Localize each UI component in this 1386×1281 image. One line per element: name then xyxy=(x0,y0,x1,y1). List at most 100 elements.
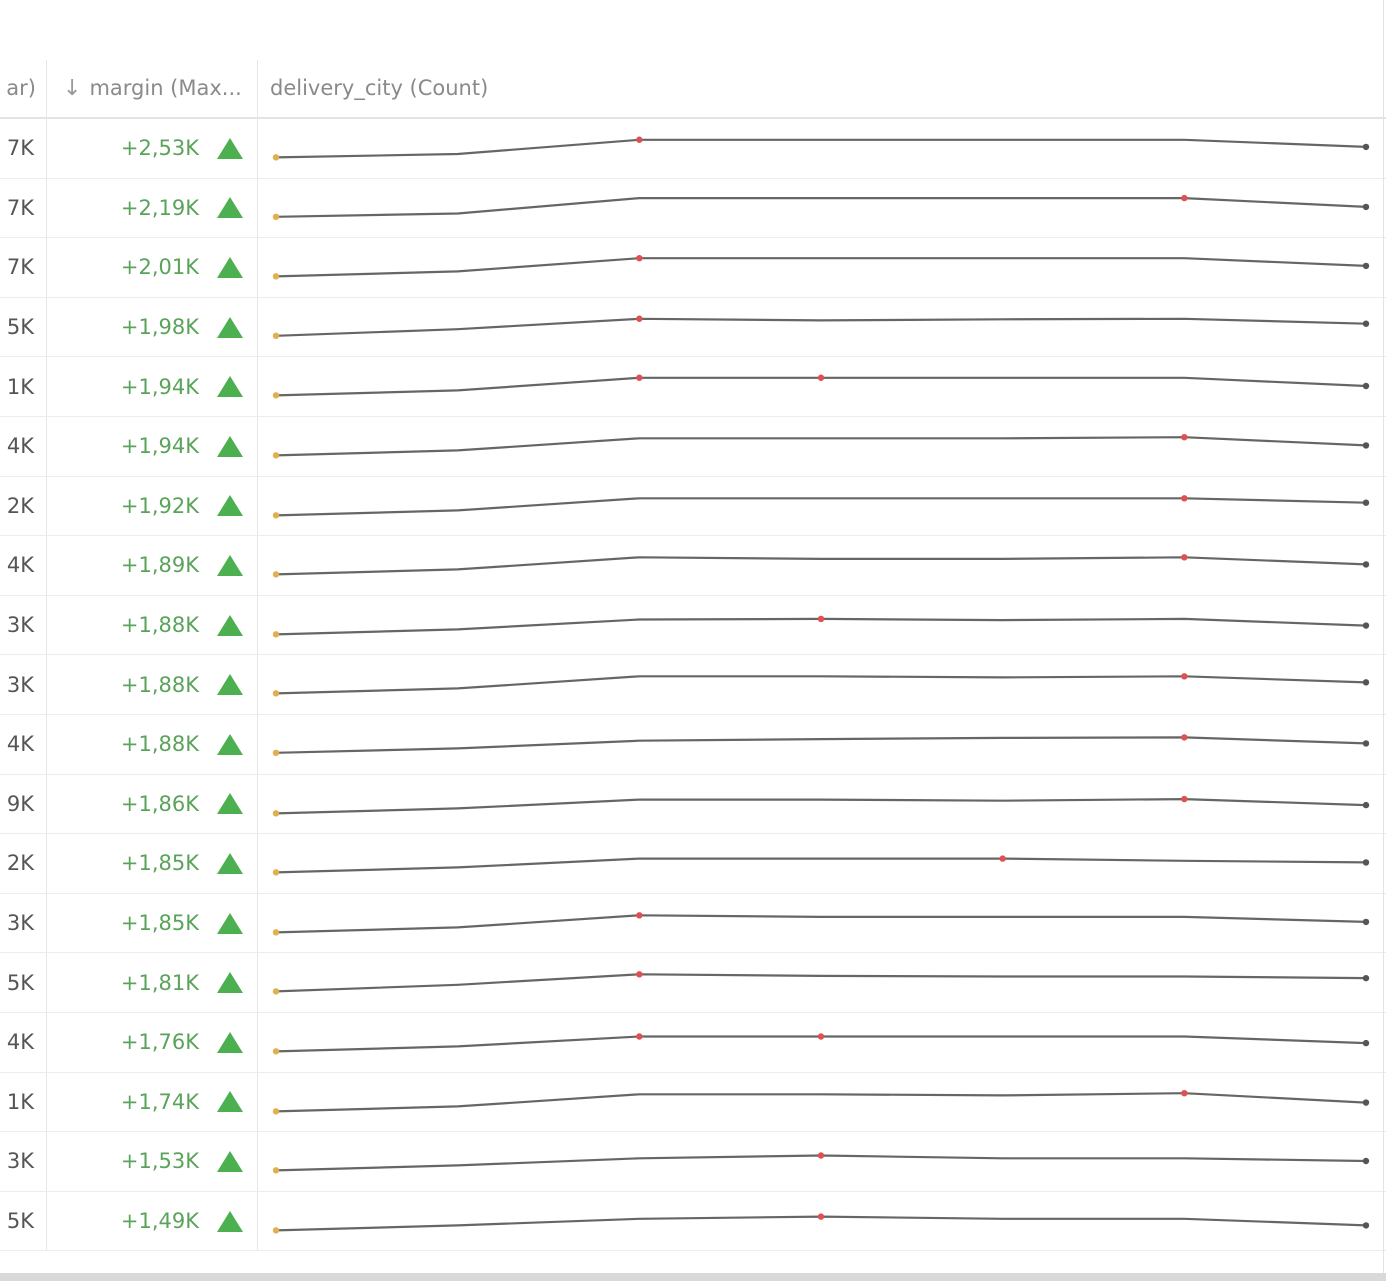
sparkline-chart xyxy=(272,795,1370,817)
prev-value-text: 2K xyxy=(6,493,34,518)
margin-cell: +1,86K xyxy=(47,774,258,834)
sparkline-end-point xyxy=(1362,1039,1370,1047)
sparkline-end-point xyxy=(1362,203,1370,210)
margin-cell: +1,89K xyxy=(47,536,258,595)
sparkline-chart xyxy=(272,554,1370,578)
sparkline-end-point xyxy=(1362,975,1370,982)
arrow-down-icon[interactable]: ↓ xyxy=(63,76,82,101)
table-row[interactable]: 3K +1,88K xyxy=(0,595,1386,656)
sparkline-start-point xyxy=(272,690,280,697)
sparkline-max-point xyxy=(817,374,825,382)
table-row[interactable]: 9K +1,86K xyxy=(0,774,1386,835)
prev-value-cell: 4K xyxy=(0,715,47,774)
horizontal-scrollbar[interactable] xyxy=(0,1273,1386,1281)
table-row[interactable]: 5K +1,98K xyxy=(0,297,1386,358)
prev-value-cell: 7K xyxy=(0,119,47,178)
sparkline-start-point xyxy=(272,749,280,756)
up-triangle-icon xyxy=(217,1150,243,1172)
table-row[interactable]: 4K +1,76K xyxy=(0,1013,1386,1073)
sparkline-end-point xyxy=(1362,143,1370,151)
sparkline-max-point xyxy=(817,1213,825,1220)
margin-cell: +1,81K xyxy=(47,953,258,1012)
sparkline-max-point xyxy=(1181,194,1188,201)
margin-value: +1,94K xyxy=(120,434,199,459)
sparkline-end-point xyxy=(1362,622,1370,629)
margin-cell: +1,98K xyxy=(47,297,258,357)
sparkline-max-point xyxy=(1181,795,1188,802)
sparkline-max-point xyxy=(1181,673,1188,680)
margin-cell: +2,53K xyxy=(47,119,258,178)
up-triangle-icon xyxy=(217,1031,243,1053)
table-row[interactable]: 4K +1,94K xyxy=(0,417,1386,477)
table-row[interactable]: 1K +1,74K xyxy=(0,1072,1386,1133)
prev-value-text: 7K xyxy=(6,136,34,161)
margin-value: +2,53K xyxy=(120,136,199,161)
sparkline-cell xyxy=(258,536,1386,595)
table-row[interactable]: 3K +1,53K xyxy=(0,1132,1386,1192)
table-row[interactable]: 4K +1,88K xyxy=(0,715,1386,775)
up-triangle-icon xyxy=(217,972,243,994)
sparkline-cell xyxy=(258,775,1386,834)
up-triangle-icon xyxy=(217,733,243,755)
sparkline-max-point xyxy=(636,315,643,322)
table-row[interactable]: 1K +1,94K xyxy=(0,357,1386,417)
sparkline-cell xyxy=(258,596,1386,655)
column-header-margin[interactable]: ↓ margin (Max... xyxy=(47,60,258,117)
sparkline-max-point xyxy=(817,615,825,622)
sparkline-end-point xyxy=(1362,320,1370,327)
prev-value-cell: 3K xyxy=(0,1132,47,1191)
table-row[interactable]: 5K +1,49K xyxy=(0,1191,1386,1252)
sparkline-line xyxy=(275,675,1367,695)
sparkline-max-point xyxy=(1181,1089,1188,1096)
prev-value-cell: 3K xyxy=(0,655,47,714)
table-row[interactable]: 3K +1,88K xyxy=(0,655,1386,715)
column-header-margin-label: margin (Max... xyxy=(89,76,242,100)
sparkline-line xyxy=(275,913,1367,934)
margin-value: +2,19K xyxy=(120,195,199,220)
table-row[interactable]: 4K +1,89K xyxy=(0,536,1386,596)
prev-value-cell: 4K xyxy=(0,536,47,595)
prev-value-cell: 2K xyxy=(0,476,47,536)
sparkline-line xyxy=(275,317,1367,337)
sparkline-max-point xyxy=(636,971,643,978)
margin-cell: +1,94K xyxy=(47,417,258,476)
sparkline-end-point xyxy=(1362,383,1370,390)
sparkline-end-point xyxy=(1362,740,1370,747)
sparkline-max-point xyxy=(1181,434,1188,441)
prev-value-cell: 1K xyxy=(0,357,47,416)
column-header-delivery-city[interactable]: delivery_city (Count) xyxy=(258,60,1386,117)
table-row[interactable]: 7K +2,53K xyxy=(0,119,1386,179)
prev-value-text: 3K xyxy=(6,613,34,638)
up-triangle-icon xyxy=(217,614,243,636)
prev-value-cell: 9K xyxy=(0,774,47,834)
column-header-prev[interactable]: ar) xyxy=(0,60,47,117)
sparkline-chart xyxy=(272,1152,1370,1174)
sparkline-end-point xyxy=(1362,262,1370,270)
grid-toolbar-area xyxy=(0,0,1386,61)
table-row[interactable]: 7K +2,19K xyxy=(0,178,1386,239)
sparkline-start-point xyxy=(272,869,280,876)
prev-value-text: 9K xyxy=(6,791,34,816)
table-row[interactable]: 2K +1,85K xyxy=(0,834,1386,894)
sparkline-line xyxy=(275,257,1367,278)
prev-value-text: 3K xyxy=(6,672,34,697)
sparkline-end-point xyxy=(1362,918,1370,925)
prev-value-cell: 4K xyxy=(0,417,47,476)
sparkline-start-point xyxy=(272,1107,280,1115)
table-row[interactable]: 5K +1,81K xyxy=(0,953,1386,1013)
sparkline-cell xyxy=(258,715,1386,774)
table-row[interactable]: 3K +1,85K xyxy=(0,893,1386,954)
sparkline-cell xyxy=(258,655,1386,714)
sparkline-line xyxy=(275,196,1367,218)
sparkline-max-point xyxy=(1181,734,1188,741)
prev-value-text: 2K xyxy=(6,851,34,876)
table-row[interactable]: 2K +1,92K xyxy=(0,476,1386,537)
sparkline-cell xyxy=(258,179,1386,238)
sparkline-cell xyxy=(258,1073,1386,1132)
sparkline-end-point xyxy=(1362,1221,1370,1229)
sparkline-cell xyxy=(258,834,1386,893)
margin-value: +1,92K xyxy=(120,493,199,518)
table-row[interactable]: 7K +2,01K xyxy=(0,238,1386,298)
sparkline-max-point xyxy=(1181,494,1188,502)
prev-value-cell: 2K xyxy=(0,834,47,893)
